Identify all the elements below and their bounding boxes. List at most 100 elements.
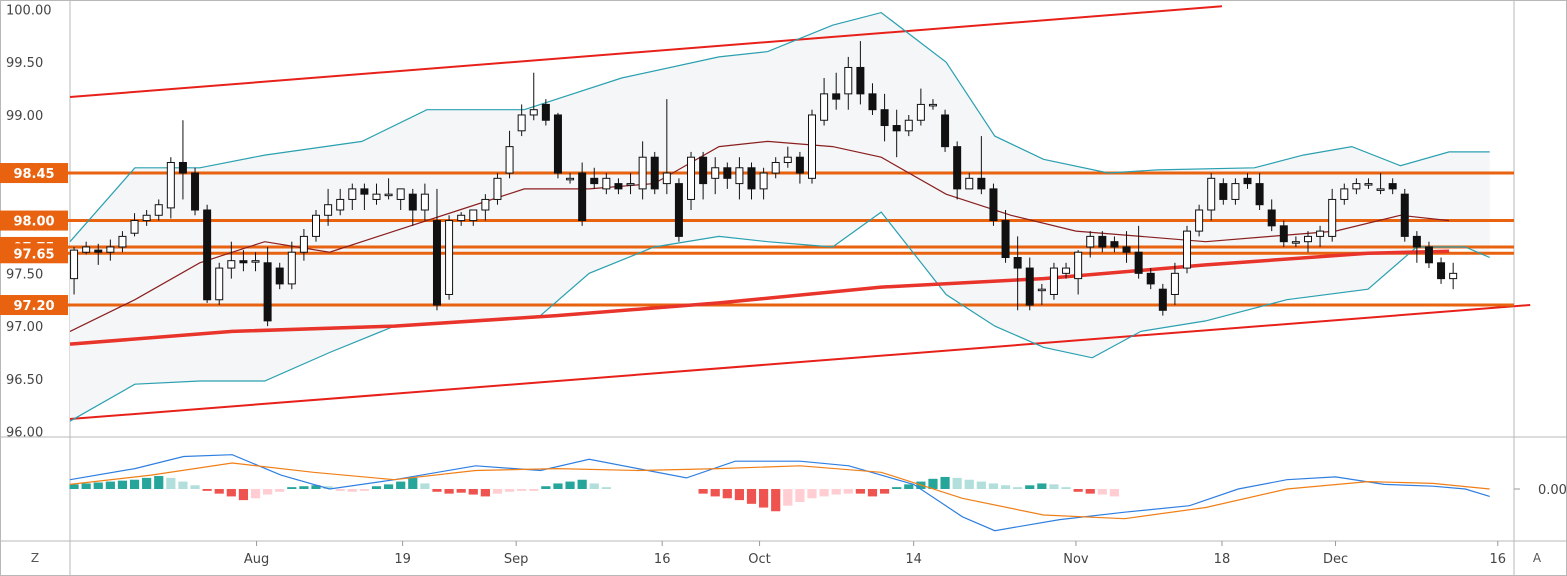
candle-body-up bbox=[1352, 183, 1361, 190]
macd-histogram-bar bbox=[347, 489, 357, 492]
candle bbox=[977, 136, 986, 195]
macd-histogram-bar bbox=[323, 486, 333, 489]
candle-body-up bbox=[324, 204, 333, 216]
auto-scale-label[interactable]: A bbox=[1533, 551, 1542, 565]
candle-body-down bbox=[1110, 241, 1119, 248]
candle-body-up bbox=[807, 114, 816, 179]
macd-histogram-bar bbox=[710, 489, 720, 497]
trend-channel bbox=[69, 5, 1531, 421]
candle bbox=[1279, 220, 1288, 247]
macd-histogram-bar bbox=[807, 489, 817, 499]
macd-histogram-bar bbox=[892, 487, 902, 489]
corner-left-button[interactable]: Z bbox=[31, 551, 39, 565]
candle-body-down bbox=[275, 267, 284, 285]
candle-body-up bbox=[771, 161, 780, 174]
candle bbox=[1122, 231, 1131, 263]
candle-body-up bbox=[529, 109, 538, 116]
candle-body-down bbox=[578, 172, 587, 222]
candle bbox=[191, 167, 200, 216]
candle bbox=[517, 104, 526, 137]
candle bbox=[493, 173, 502, 205]
candle bbox=[662, 99, 671, 195]
candle bbox=[1025, 257, 1034, 311]
candle bbox=[481, 194, 490, 221]
time-tick-label: Sep bbox=[504, 552, 529, 567]
macd-histogram-bar bbox=[432, 489, 442, 492]
candle bbox=[166, 157, 175, 219]
channel-lower-line bbox=[69, 304, 1531, 421]
candle bbox=[372, 183, 381, 205]
candle-body-up bbox=[1316, 230, 1325, 237]
macd-histogram-bar bbox=[819, 489, 829, 497]
level-label: 98.45 bbox=[13, 167, 54, 182]
price-tick-label: 97.50 bbox=[6, 267, 43, 282]
macd-histogram-bar bbox=[504, 489, 515, 492]
channel-upper-line bbox=[69, 5, 1223, 99]
candle bbox=[178, 120, 187, 200]
candle bbox=[360, 183, 369, 210]
macd-line bbox=[69, 454, 1490, 532]
candle-body-up bbox=[1170, 272, 1179, 295]
macd-histogram-bar bbox=[105, 481, 115, 489]
candle-body-up bbox=[130, 220, 139, 234]
macd-histogram-bar bbox=[202, 489, 212, 491]
price-tick-label: 96.50 bbox=[6, 373, 43, 388]
candle-body-down bbox=[1122, 246, 1131, 253]
macd-histogram-bar bbox=[1025, 485, 1035, 489]
macd-histogram-bar bbox=[577, 479, 587, 489]
candle-body-up bbox=[687, 156, 696, 200]
candle bbox=[771, 157, 780, 179]
candle bbox=[795, 151, 804, 184]
candle-body-down bbox=[239, 260, 248, 264]
candle-body-down bbox=[1025, 267, 1034, 306]
zoom-label[interactable]: Z bbox=[31, 551, 39, 565]
macd-histogram-bar bbox=[129, 479, 140, 489]
macd-histogram-bar bbox=[456, 489, 466, 493]
candle-body-down bbox=[1255, 183, 1264, 206]
candle-body-up bbox=[638, 156, 647, 190]
candle bbox=[94, 243, 103, 265]
candle bbox=[892, 109, 901, 158]
candle bbox=[154, 199, 163, 221]
level-label: 97.65 bbox=[13, 247, 54, 262]
candle bbox=[614, 178, 623, 195]
horizontal-levels bbox=[0, 171, 1514, 307]
candle bbox=[1243, 173, 1252, 189]
candle-body-down bbox=[1134, 251, 1143, 274]
macd-histogram-bar bbox=[843, 489, 853, 494]
macd-histogram-bar bbox=[226, 489, 236, 497]
candle bbox=[1001, 209, 1010, 263]
candle-body-down bbox=[650, 156, 659, 190]
price-tick-label: 100.00 bbox=[6, 3, 52, 18]
candle bbox=[287, 241, 296, 290]
macd-histogram-bar bbox=[492, 489, 503, 494]
candle bbox=[832, 72, 841, 110]
candle-body-up bbox=[1183, 230, 1192, 269]
signal-line bbox=[69, 462, 1490, 520]
macd-histogram-bar bbox=[190, 485, 200, 489]
candle bbox=[1134, 225, 1143, 279]
candle-body-up bbox=[1049, 267, 1058, 295]
candle bbox=[711, 157, 720, 195]
candle bbox=[904, 114, 913, 137]
candle bbox=[699, 151, 708, 200]
candle-body-down bbox=[1243, 177, 1252, 185]
candle bbox=[941, 109, 950, 152]
macd-histogram-bar bbox=[964, 479, 974, 489]
macd-histogram-bar bbox=[771, 489, 781, 512]
price-tick-label: 99.50 bbox=[6, 56, 43, 71]
macd-histogram-bar bbox=[69, 484, 79, 489]
candle-body-up bbox=[445, 220, 454, 295]
candle bbox=[1195, 204, 1204, 237]
level-label-box bbox=[0, 243, 68, 264]
candle-body-down bbox=[795, 156, 804, 174]
candle-body-down bbox=[203, 209, 212, 301]
candle bbox=[928, 99, 937, 110]
candle-body-up bbox=[106, 246, 115, 253]
corner-right-button[interactable]: A bbox=[1533, 551, 1542, 565]
candle bbox=[227, 241, 236, 279]
macd-histogram-bar bbox=[1085, 489, 1095, 494]
candle bbox=[1255, 173, 1264, 210]
time-axis[interactable]: Aug 19 Sep 16 Oct 14 Nov 18 Dec 16 bbox=[244, 541, 1506, 567]
